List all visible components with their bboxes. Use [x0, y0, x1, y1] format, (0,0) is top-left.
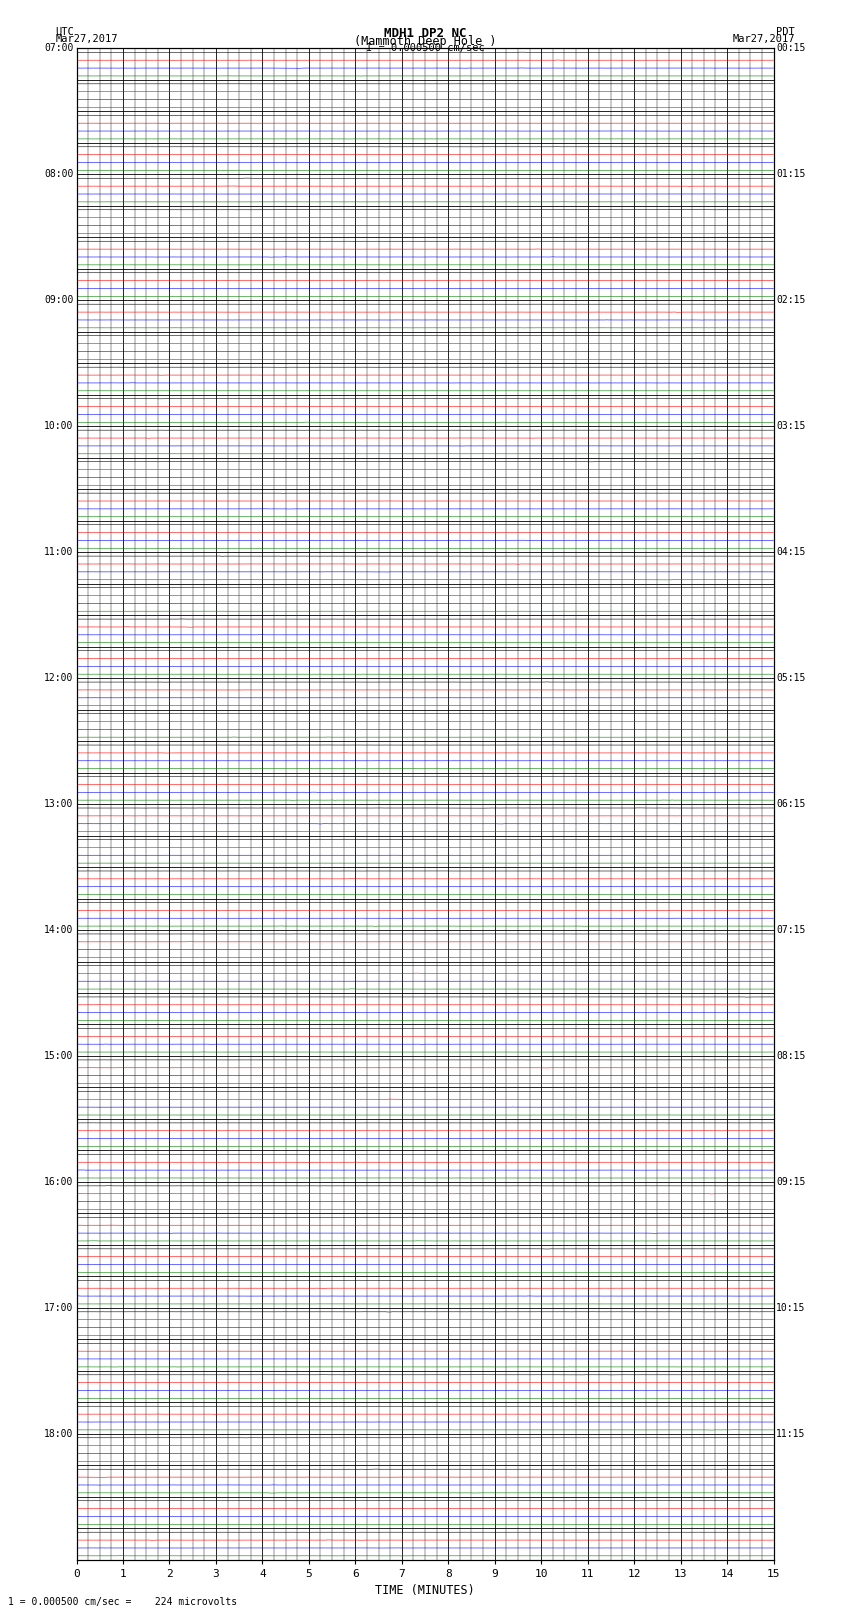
X-axis label: TIME (MINUTES): TIME (MINUTES) [375, 1584, 475, 1597]
Text: Mar27,2017: Mar27,2017 [732, 34, 795, 44]
Text: Mar27,2017: Mar27,2017 [55, 34, 118, 44]
Text: MDH1 DP2 NC: MDH1 DP2 NC [383, 26, 467, 40]
Text: (Mammoth Deep Hole ): (Mammoth Deep Hole ) [354, 35, 496, 48]
Text: PDT: PDT [776, 26, 795, 37]
Text: UTC: UTC [55, 26, 74, 37]
Text: I = 0.000500 cm/sec: I = 0.000500 cm/sec [366, 44, 484, 53]
Text: 1 = 0.000500 cm/sec =    224 microvolts: 1 = 0.000500 cm/sec = 224 microvolts [8, 1597, 238, 1607]
